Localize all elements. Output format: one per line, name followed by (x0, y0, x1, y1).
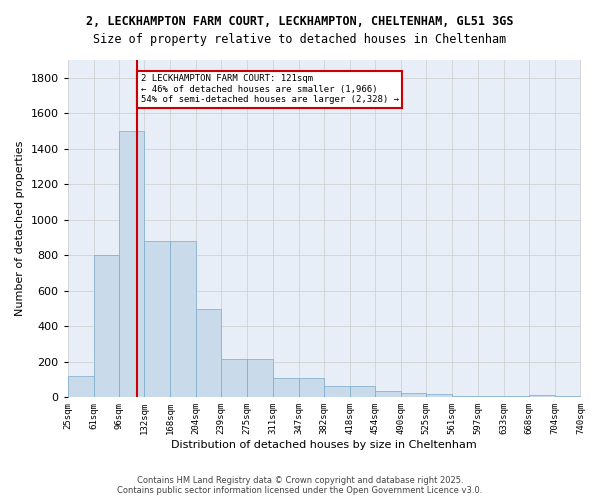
Y-axis label: Number of detached properties: Number of detached properties (15, 141, 25, 316)
Text: Contains HM Land Registry data © Crown copyright and database right 2025.
Contai: Contains HM Land Registry data © Crown c… (118, 476, 482, 495)
Bar (68, 376, 94, 398)
Bar (196, 308, 221, 398)
Bar (273, 378, 299, 398)
Bar (324, 386, 350, 398)
Bar (529, 394, 554, 398)
Text: 2, LECKHAMPTON FARM COURT, LECKHAMPTON, CHELTENHAM, GL51 3GS: 2, LECKHAMPTON FARM COURT, LECKHAMPTON, … (86, 15, 514, 28)
Bar (554, 396, 580, 398)
Bar (170, 241, 196, 398)
Bar (350, 386, 376, 398)
Bar (376, 391, 401, 398)
Text: Size of property relative to detached houses in Cheltenham: Size of property relative to detached ho… (94, 32, 506, 46)
X-axis label: Distribution of detached houses by size in Cheltenham: Distribution of detached houses by size … (171, 440, 477, 450)
Bar (247, 359, 273, 398)
Bar (145, 241, 170, 398)
Bar (299, 378, 324, 398)
Bar (478, 396, 504, 398)
Bar (401, 393, 427, 398)
Bar (452, 396, 478, 398)
Bar (427, 394, 452, 398)
Text: 2 LECKHAMPTON FARM COURT: 121sqm
← 46% of detached houses are smaller (1,966)
54: 2 LECKHAMPTON FARM COURT: 121sqm ← 46% o… (141, 74, 399, 104)
Bar (504, 396, 529, 398)
Bar (119, 131, 145, 398)
Bar (221, 359, 247, 398)
Bar (94, 256, 119, 398)
